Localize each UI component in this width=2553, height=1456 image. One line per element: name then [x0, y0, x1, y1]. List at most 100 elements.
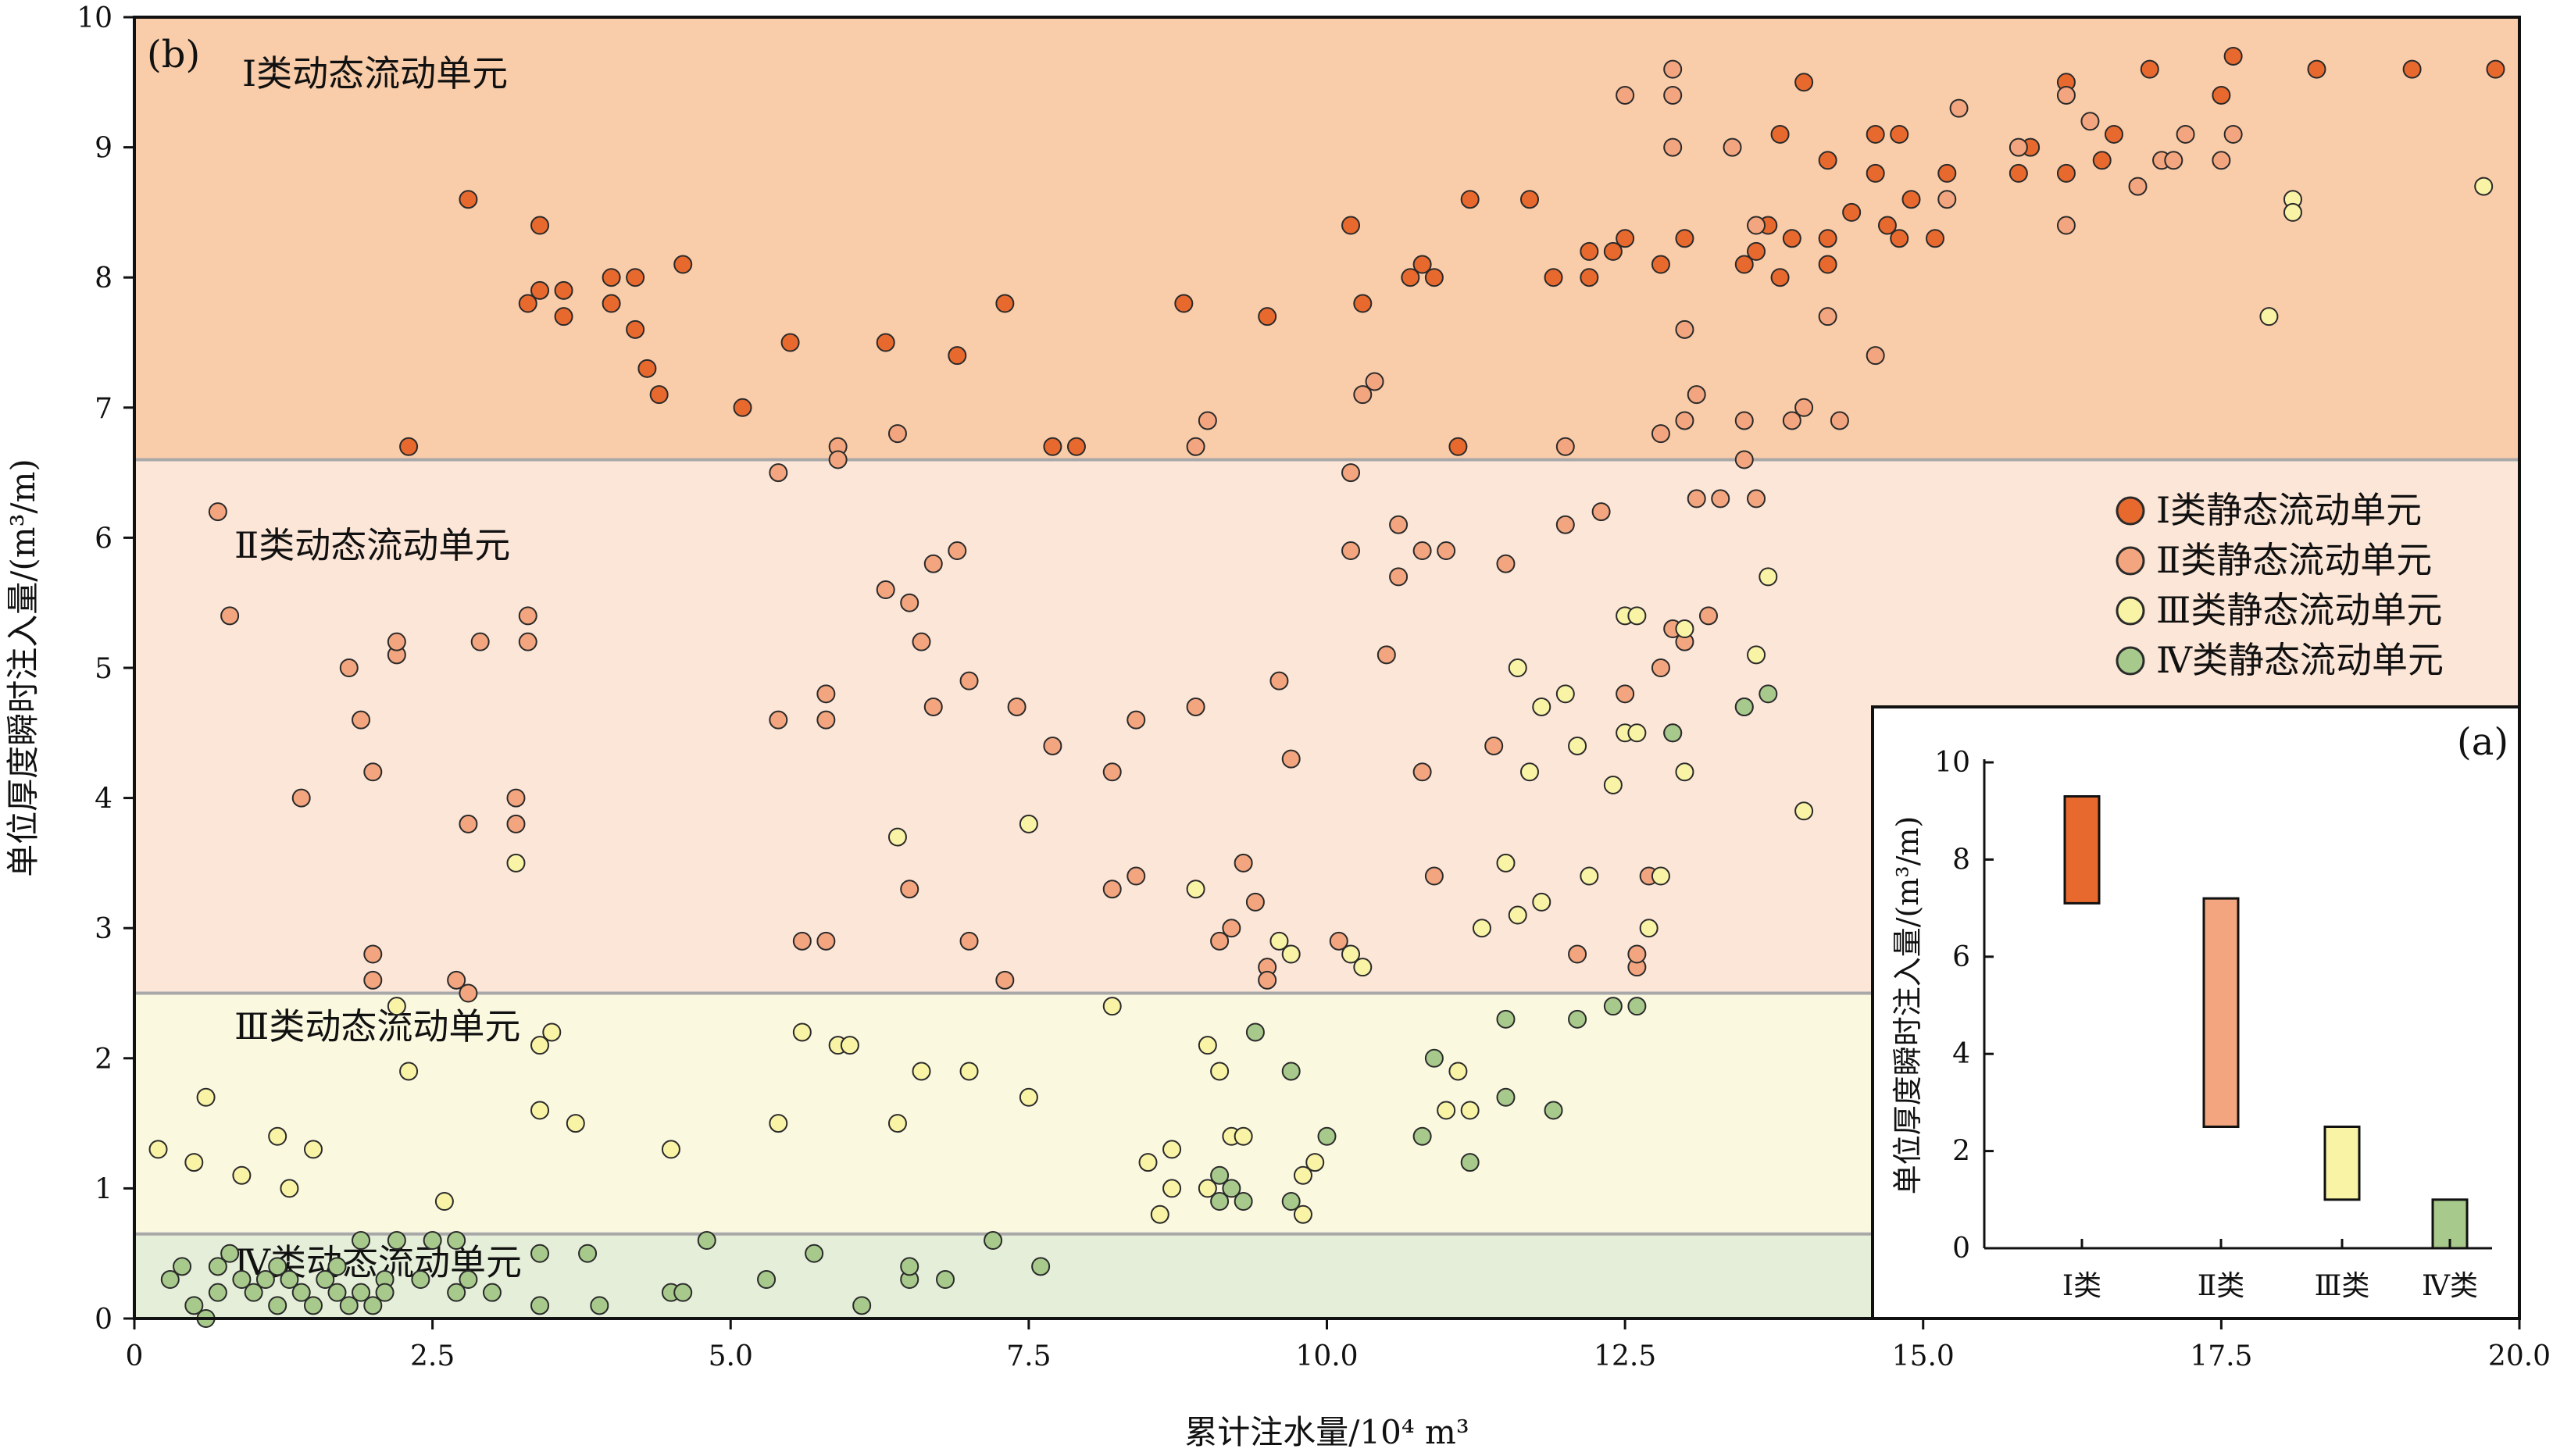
data-point: [1127, 866, 1146, 886]
data-point: [327, 1257, 347, 1276]
data-point: [1818, 229, 1837, 248]
data-point: [1723, 137, 1742, 157]
data-point: [1186, 437, 1205, 456]
panel-tag-a: (a): [2457, 720, 2508, 764]
data-point: [506, 788, 526, 808]
data-point: [1568, 944, 1587, 964]
data-point: [1663, 137, 1683, 157]
data-point: [590, 1296, 609, 1315]
data-point: [1401, 268, 1420, 287]
data-point: [1162, 1140, 1182, 1159]
data-point: [280, 1179, 299, 1198]
data-point: [268, 1296, 287, 1315]
y-tick-label: 4: [95, 783, 112, 815]
data-point: [1675, 411, 1694, 430]
data-point: [1616, 229, 1635, 248]
data-point: [1460, 1153, 1480, 1172]
data-point: [2283, 202, 2302, 222]
data-point: [1639, 919, 1659, 938]
legend-marker: [2116, 646, 2145, 676]
data-point: [1281, 944, 1301, 964]
data-point: [923, 697, 943, 716]
data-point: [173, 1257, 192, 1276]
data-point: [1007, 697, 1027, 716]
data-point: [447, 1283, 466, 1302]
data-point: [160, 1270, 180, 1290]
data-point: [1186, 880, 1205, 899]
data-point: [697, 1231, 716, 1251]
data-point: [554, 307, 573, 327]
x-tick-label: 12.5: [1594, 1340, 1656, 1372]
data-point: [995, 970, 1015, 990]
data-point: [482, 1283, 502, 1302]
inset-category-label: Ⅲ类: [2315, 1270, 2370, 1302]
data-point: [1496, 1087, 1516, 1107]
data-point: [1460, 190, 1480, 209]
data-point: [1627, 944, 1647, 964]
data-point: [995, 294, 1015, 313]
data-point: [1734, 450, 1754, 469]
data-point: [268, 1257, 287, 1276]
data-point: [1627, 606, 1647, 626]
data-point: [1019, 814, 1038, 833]
data-point: [542, 1022, 562, 1042]
data-point: [1555, 515, 1575, 534]
data-point: [1412, 255, 1432, 274]
inset-bar-chart: 0 2 4 6 8 10 Ⅰ类 Ⅱ类 Ⅲ类 Ⅳ类 (a) 单位厚度瞬时注入量/(m³/m): [1871, 705, 2521, 1320]
data-point: [459, 983, 478, 1003]
y-tick-label: 5: [95, 653, 112, 685]
data-point: [363, 762, 383, 782]
data-point: [1782, 229, 1801, 248]
data-point: [792, 931, 812, 951]
data-point: [208, 502, 227, 522]
data-point: [1603, 997, 1623, 1016]
data-point: [399, 1062, 419, 1081]
data-point: [1234, 1126, 1253, 1146]
data-point: [1794, 73, 1814, 92]
data-point: [1043, 437, 1062, 456]
data-point: [1616, 684, 1635, 704]
data-point: [2008, 137, 2028, 157]
data-point: [1675, 762, 1694, 782]
legend-label: Ⅳ类静态流动单元: [2156, 639, 2444, 681]
inset-y-tick-label: 2: [1952, 1136, 1970, 1168]
data-point: [984, 1231, 1003, 1251]
data-point: [1675, 619, 1694, 639]
data-point: [1651, 866, 1670, 886]
y-tick-label: 6: [95, 523, 112, 555]
data-point: [923, 554, 943, 573]
data-point: [1329, 931, 1348, 951]
data-point: [2212, 151, 2231, 170]
data-point: [1568, 1009, 1587, 1029]
data-point: [2164, 151, 2183, 170]
data-point: [184, 1296, 204, 1315]
legend-marker: [2116, 546, 2145, 576]
inset-y-tick-label: 10: [1934, 747, 1970, 779]
data-point: [1138, 1153, 1158, 1172]
data-point: [673, 255, 693, 274]
legend-marker: [2116, 496, 2145, 526]
data-point: [1782, 411, 1801, 430]
data-point: [1424, 268, 1444, 287]
zone-label: Ⅰ类动态流动单元: [242, 52, 508, 95]
data-point: [2104, 124, 2123, 144]
data-point: [1222, 919, 1241, 938]
data-point: [1234, 853, 1253, 873]
x-tick-label: 10.0: [1295, 1340, 1358, 1372]
data-point: [936, 1270, 955, 1290]
legend-marker: [2116, 596, 2145, 626]
data-point: [769, 710, 788, 730]
data-point: [1747, 241, 1766, 261]
data-point: [1412, 541, 1432, 561]
data-point: [1424, 1048, 1444, 1068]
data-point: [1866, 163, 1885, 183]
data-point: [816, 684, 836, 704]
data-point: [1281, 749, 1301, 769]
data-point: [1198, 1036, 1217, 1055]
x-tick-label: 5.0: [709, 1340, 753, 1372]
data-point: [1651, 424, 1670, 444]
data-point: [2008, 163, 2028, 183]
data-point: [327, 1283, 347, 1302]
data-point: [1651, 658, 1670, 677]
data-point: [518, 606, 537, 626]
